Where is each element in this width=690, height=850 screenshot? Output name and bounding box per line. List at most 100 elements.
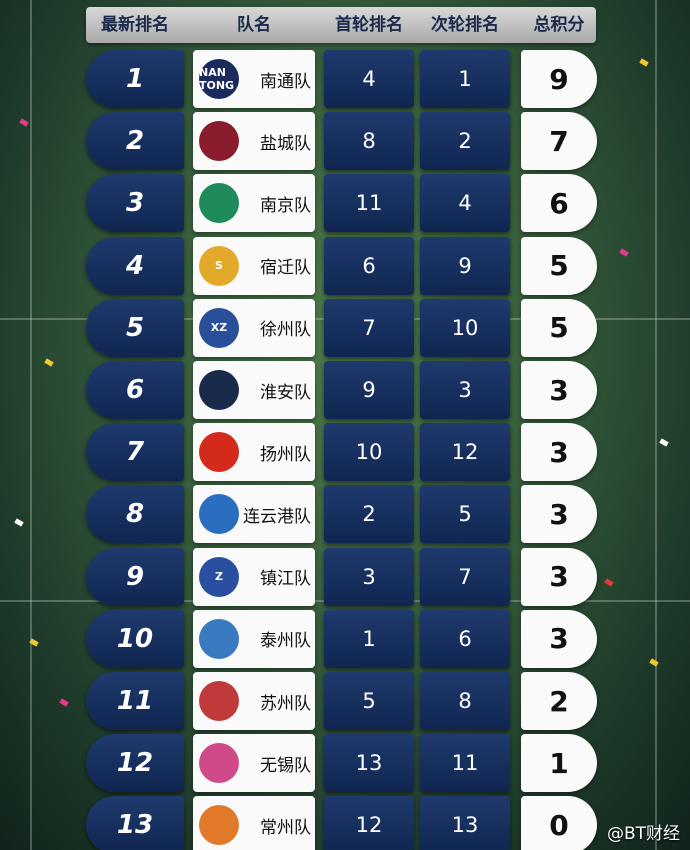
team-cell: 连云港队: [193, 485, 315, 544]
round2-rank-cell: 4: [420, 174, 510, 233]
team-cell: 盐城队: [193, 112, 315, 171]
team-cell: 泰州队: [193, 609, 315, 668]
team-logo-icon: XZ: [199, 307, 239, 348]
header-points: 总积分: [533, 15, 585, 35]
team-cell: NAN TONG 南通队: [193, 50, 315, 108]
team-name: 扬州队: [260, 444, 311, 465]
round2-rank-cell: 5: [420, 485, 510, 544]
points-cell: 5: [521, 298, 597, 357]
round2-rank-cell: 13: [420, 796, 510, 850]
team-logo-icon: [199, 681, 239, 721]
team-cell: 无锡队: [193, 734, 315, 793]
team-logo-icon: S: [199, 245, 239, 286]
header-rank: 最新排名: [101, 15, 169, 35]
table-row: 3 南京队 11 4 6: [0, 174, 690, 233]
round2-rank-cell: 8: [420, 672, 510, 730]
table-row: 2 盐城队 8 2 7: [0, 112, 690, 171]
points-cell: 3: [521, 361, 597, 419]
rank-cell: 13: [86, 796, 184, 850]
team-logo-icon: [199, 494, 239, 535]
points-cell: 2: [521, 672, 597, 730]
rank-cell: 1: [86, 50, 184, 108]
team-logo-icon: [199, 805, 239, 846]
table-header: 最新排名 队名 首轮排名 次轮排名 总积分: [86, 7, 596, 43]
round1-rank-cell: 6: [324, 236, 414, 295]
team-logo-icon: NAN TONG: [199, 59, 239, 99]
team-logo-text: Z: [215, 570, 223, 584]
header-round1: 首轮排名: [335, 15, 403, 35]
round2-rank-cell: 3: [420, 361, 510, 419]
points-cell: 3: [521, 609, 597, 668]
round2-rank-cell: 7: [420, 547, 510, 606]
round1-rank-cell: 3: [324, 547, 414, 606]
round1-rank-cell: 4: [324, 50, 414, 108]
table-row: 9 Z 镇江队 3 7 3: [0, 547, 690, 606]
team-logo-icon: [199, 183, 239, 224]
round2-rank-cell: 9: [420, 236, 510, 295]
team-name: 常州队: [260, 817, 311, 838]
team-cell: 南京队: [193, 174, 315, 233]
points-cell: 6: [521, 174, 597, 233]
round2-rank-cell: 2: [420, 112, 510, 171]
round1-rank-cell: 8: [324, 112, 414, 171]
round1-rank-cell: 1: [324, 609, 414, 668]
team-cell: 苏州队: [193, 672, 315, 730]
team-cell: 淮安队: [193, 361, 315, 419]
table-row: 10 泰州队 1 6 3: [0, 609, 690, 668]
watermark: @BT财经: [606, 824, 680, 844]
table-row: 13 常州队 12 13 0: [0, 796, 690, 850]
points-cell: 5: [521, 236, 597, 295]
points-cell: 7: [521, 112, 597, 171]
team-logo-icon: [199, 743, 239, 784]
round2-rank-cell: 12: [420, 423, 510, 482]
rank-cell: 8: [86, 485, 184, 544]
team-logo-icon: Z: [199, 556, 239, 597]
rank-cell: 5: [86, 298, 184, 357]
round1-rank-cell: 12: [324, 796, 414, 850]
team-cell: S 宿迁队: [193, 236, 315, 295]
round2-rank-cell: 10: [420, 298, 510, 357]
round1-rank-cell: 5: [324, 672, 414, 730]
team-logo-text: XZ: [210, 321, 228, 335]
rank-cell: 11: [86, 672, 184, 730]
round2-rank-cell: 11: [420, 734, 510, 793]
round1-rank-cell: 9: [324, 361, 414, 419]
round1-rank-cell: 13: [324, 734, 414, 793]
round2-rank-cell: 6: [420, 609, 510, 668]
team-name: 淮安队: [260, 382, 311, 403]
round1-rank-cell: 11: [324, 174, 414, 233]
pitch-line: [30, 0, 32, 850]
round1-rank-cell: 2: [324, 485, 414, 544]
team-cell: 扬州队: [193, 423, 315, 482]
table-row: 7 扬州队 10 12 3: [0, 423, 690, 482]
header-team: 队名: [237, 15, 271, 35]
team-logo-icon: [199, 432, 239, 473]
team-logo-text: S: [215, 259, 223, 273]
points-cell: 3: [521, 485, 597, 544]
round2-rank-cell: 1: [420, 50, 510, 108]
rank-cell: 6: [86, 361, 184, 419]
table-row: 8 连云港队 2 5 3: [0, 485, 690, 544]
round1-rank-cell: 7: [324, 298, 414, 357]
rank-cell: 10: [86, 609, 184, 668]
team-name: 无锡队: [260, 755, 311, 776]
team-name: 徐州队: [260, 320, 311, 341]
points-cell: 3: [521, 547, 597, 606]
points-cell: 1: [521, 734, 597, 793]
table-row: 4 S 宿迁队 6 9 5: [0, 236, 690, 295]
team-name: 南通队: [260, 71, 311, 92]
team-logo-icon: [199, 618, 239, 659]
rank-cell: 3: [86, 174, 184, 233]
team-name: 南京队: [260, 195, 311, 216]
team-name: 连云港队: [243, 506, 311, 527]
team-cell: 常州队: [193, 796, 315, 850]
round1-rank-cell: 10: [324, 423, 414, 482]
header-round2: 次轮排名: [431, 15, 499, 35]
pitch-line: [655, 0, 657, 850]
table-row: 1 NAN TONG 南通队 4 1 9: [0, 50, 690, 108]
team-cell: Z 镇江队: [193, 547, 315, 606]
points-cell: 0: [521, 796, 597, 850]
rank-cell: 12: [86, 734, 184, 793]
team-logo-icon: [199, 121, 239, 162]
team-logo-icon: [199, 370, 239, 410]
